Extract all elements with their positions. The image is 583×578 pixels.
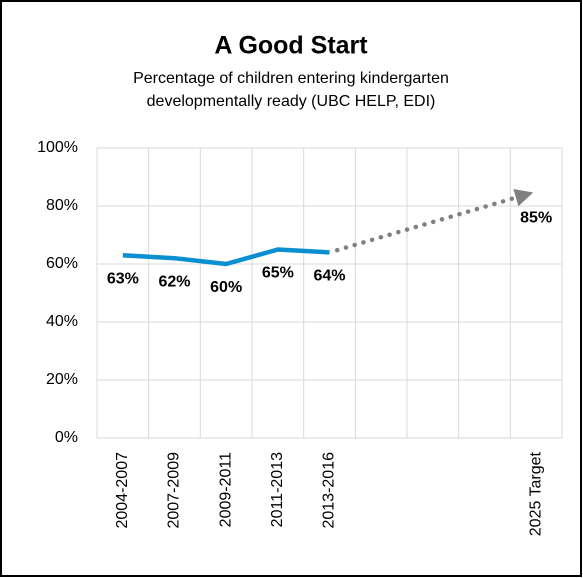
data-label: 60% bbox=[210, 279, 242, 296]
data-label: 64% bbox=[313, 268, 345, 285]
data-label: 65% bbox=[262, 265, 294, 282]
chart-subtitle: Percentage of children entering kinderga… bbox=[133, 70, 449, 87]
x-tick-label: 2009-2011 bbox=[217, 452, 234, 527]
y-tick-label: 80% bbox=[46, 197, 78, 214]
y-tick-label: 100% bbox=[37, 139, 78, 156]
y-tick-label: 40% bbox=[46, 313, 78, 330]
chart-subtitle: developmentally ready (UBC HELP, EDI) bbox=[147, 93, 436, 110]
target-line bbox=[334, 195, 519, 253]
x-tick-label: 2004-2007 bbox=[114, 452, 131, 529]
y-tick-label: 0% bbox=[55, 429, 78, 446]
y-tick-label: 60% bbox=[46, 255, 78, 272]
data-line bbox=[122, 247, 330, 267]
data-label: 62% bbox=[158, 273, 190, 290]
target-arrowhead bbox=[513, 188, 534, 207]
data-label: 85% bbox=[520, 210, 552, 227]
data-label: 63% bbox=[107, 271, 139, 288]
x-tick-label: 2011-2013 bbox=[269, 452, 286, 527]
y-tick-label: 20% bbox=[46, 371, 78, 388]
x-tick-label: 2025 Target bbox=[527, 451, 544, 536]
chart-title: A Good Start bbox=[214, 32, 368, 60]
x-tick-label: 2013-2016 bbox=[321, 452, 338, 529]
x-tick-label: 2007-2009 bbox=[166, 452, 183, 529]
